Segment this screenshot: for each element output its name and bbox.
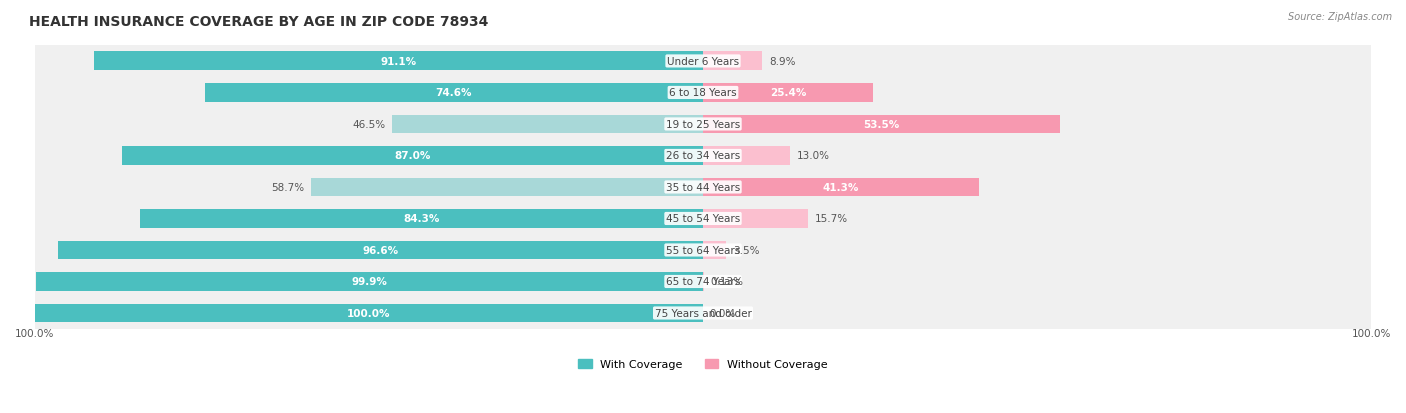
- Text: HEALTH INSURANCE COVERAGE BY AGE IN ZIP CODE 78934: HEALTH INSURANCE COVERAGE BY AGE IN ZIP …: [28, 15, 488, 29]
- Text: 65 to 74 Years: 65 to 74 Years: [666, 277, 740, 287]
- Text: 19 to 25 Years: 19 to 25 Years: [666, 120, 740, 130]
- Text: 13.0%: 13.0%: [797, 151, 830, 161]
- Legend: With Coverage, Without Coverage: With Coverage, Without Coverage: [574, 355, 832, 374]
- Text: 41.3%: 41.3%: [823, 183, 859, 192]
- Bar: [311, 178, 703, 197]
- Bar: [35, 266, 1371, 297]
- Bar: [703, 178, 979, 197]
- Bar: [703, 115, 1060, 134]
- Text: 55 to 64 Years: 55 to 64 Years: [666, 245, 740, 255]
- Bar: [703, 84, 873, 103]
- Text: 58.7%: 58.7%: [271, 183, 304, 192]
- Text: 100.0%: 100.0%: [347, 308, 391, 318]
- Text: 15.7%: 15.7%: [814, 214, 848, 224]
- Bar: [94, 52, 703, 71]
- Bar: [35, 203, 1371, 235]
- Bar: [35, 46, 1371, 78]
- Bar: [35, 172, 1371, 203]
- Text: 99.9%: 99.9%: [352, 277, 387, 287]
- Text: 100.0%: 100.0%: [1351, 329, 1391, 339]
- Bar: [35, 272, 703, 291]
- Bar: [35, 304, 703, 323]
- Bar: [35, 78, 1371, 109]
- Text: 96.6%: 96.6%: [363, 245, 398, 255]
- Text: 87.0%: 87.0%: [394, 151, 430, 161]
- Text: 25.4%: 25.4%: [769, 88, 806, 98]
- Bar: [58, 241, 703, 260]
- Text: 84.3%: 84.3%: [404, 214, 440, 224]
- Bar: [35, 109, 1371, 140]
- Text: 91.1%: 91.1%: [381, 57, 416, 67]
- Bar: [392, 115, 703, 134]
- Bar: [122, 147, 703, 166]
- Text: Source: ZipAtlas.com: Source: ZipAtlas.com: [1288, 12, 1392, 22]
- Text: Under 6 Years: Under 6 Years: [666, 57, 740, 67]
- Text: 46.5%: 46.5%: [353, 120, 385, 130]
- Bar: [35, 235, 1371, 266]
- Bar: [35, 140, 1371, 172]
- Text: 100.0%: 100.0%: [15, 329, 55, 339]
- Bar: [35, 297, 1371, 329]
- Text: 6 to 18 Years: 6 to 18 Years: [669, 88, 737, 98]
- Bar: [141, 209, 703, 228]
- Text: 35 to 44 Years: 35 to 44 Years: [666, 183, 740, 192]
- Bar: [205, 84, 703, 103]
- Text: 0.13%: 0.13%: [710, 277, 744, 287]
- Bar: [703, 209, 808, 228]
- Text: 45 to 54 Years: 45 to 54 Years: [666, 214, 740, 224]
- Bar: [703, 241, 727, 260]
- Text: 75 Years and older: 75 Years and older: [655, 308, 751, 318]
- Text: 0.0%: 0.0%: [710, 308, 735, 318]
- Text: 53.5%: 53.5%: [863, 120, 900, 130]
- Text: 74.6%: 74.6%: [436, 88, 472, 98]
- Text: 8.9%: 8.9%: [769, 57, 796, 67]
- Text: 26 to 34 Years: 26 to 34 Years: [666, 151, 740, 161]
- Bar: [703, 147, 790, 166]
- Text: 3.5%: 3.5%: [733, 245, 759, 255]
- Bar: [703, 52, 762, 71]
